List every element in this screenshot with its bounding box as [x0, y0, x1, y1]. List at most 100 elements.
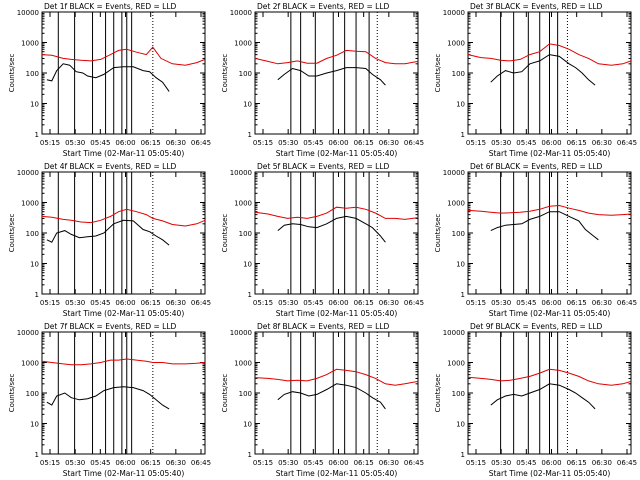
lld-series-line	[467, 204, 632, 216]
plot-frame	[254, 171, 419, 295]
y-tick-label: 10000	[230, 169, 252, 177]
x-tick-label: 05:30	[491, 459, 511, 467]
y-axis-label: Counts/sec	[434, 214, 442, 253]
y-tick-label: 10	[456, 101, 465, 109]
x-tick-label: 06:15	[567, 299, 587, 307]
lld-series-line	[467, 43, 632, 66]
lld-series-line	[41, 46, 206, 66]
y-tick-label: 10000	[443, 329, 465, 337]
panel-title: Det 6f BLACK = Events, RED = LLD	[470, 162, 603, 171]
y-tick-label: 1000	[447, 200, 465, 208]
y-tick-label: 10	[30, 421, 39, 429]
y-tick-label: 1000	[234, 40, 252, 48]
x-tick-label: 05:30	[65, 459, 85, 467]
x-tick-label: 06:15	[141, 139, 161, 147]
panel-8: 1 10 100 1000 10000 05:15 05:30 05:45 06:00 06:15…	[221, 322, 424, 478]
y-tick-label: 100	[452, 390, 465, 398]
lld-series-line	[41, 358, 206, 366]
y-tick-label: 10	[30, 101, 39, 109]
x-tick-label: 05:15	[466, 459, 486, 467]
lld-series-line	[254, 206, 419, 220]
y-tick-label: 1000	[447, 40, 465, 48]
x-tick-label: 05:45	[303, 459, 323, 467]
y-tick-label: 100	[26, 390, 39, 398]
y-tick-label: 100	[452, 230, 465, 238]
panel-5: 1 10 100 1000 10000 05:15 05:30 05:45 06:00 06:15…	[221, 162, 424, 318]
x-tick-label: 06:30	[166, 299, 186, 307]
y-tick-label: 1000	[21, 360, 39, 368]
x-tick-label: 06:15	[141, 459, 161, 467]
x-axis-label: Start Time (02-Mar-11 05:05:40)	[489, 309, 611, 318]
x-tick-label: 05:45	[303, 299, 323, 307]
events-series-line	[46, 219, 170, 246]
y-tick-label: 1000	[234, 360, 252, 368]
y-tick-label: 10000	[230, 9, 252, 17]
panel-title: Det 9f BLACK = Events, RED = LLD	[470, 322, 603, 331]
x-tick-label: 05:45	[90, 139, 110, 147]
plot-frame	[41, 171, 206, 295]
panel-9: 1 10 100 1000 10000 05:15 05:30 05:45 06:00 06:15…	[434, 322, 637, 478]
panel-4: 1 10 100 1000 10000 05:15 05:30 05:45 06:00 06:15…	[8, 162, 211, 318]
panel-title: Det 5f BLACK = Events, RED = LLD	[257, 162, 390, 171]
y-tick-label: 1	[461, 451, 465, 459]
x-tick-label: 05:30	[278, 299, 298, 307]
x-tick-label: 06:15	[567, 139, 587, 147]
events-series-line	[490, 211, 599, 241]
y-tick-label: 1000	[234, 200, 252, 208]
x-tick-label: 06:15	[567, 459, 587, 467]
x-tick-label: 06:30	[592, 139, 612, 147]
x-tick-label: 06:45	[191, 299, 211, 307]
y-tick-label: 10	[456, 261, 465, 269]
x-tick-label: 06:30	[379, 139, 399, 147]
x-tick-label: 06:45	[617, 459, 637, 467]
y-axis-label: Counts/sec	[221, 214, 229, 253]
y-tick-label: 1	[35, 451, 39, 459]
events-series-line	[490, 54, 596, 86]
x-axis-label: Start Time (02-Mar-11 05:05:40)	[276, 149, 398, 158]
y-tick-label: 100	[239, 230, 252, 238]
y-tick-label: 10000	[17, 169, 39, 177]
y-tick-label: 100	[239, 70, 252, 78]
y-axis-label: Counts/sec	[434, 54, 442, 93]
y-tick-label: 10	[456, 421, 465, 429]
lld-series-line	[254, 49, 419, 65]
y-axis-label: Counts/sec	[8, 54, 16, 93]
y-tick-label: 1	[248, 131, 252, 139]
x-tick-label: 06:30	[166, 139, 186, 147]
x-axis-label: Start Time (02-Mar-11 05:05:40)	[63, 469, 185, 478]
x-tick-label: 06:00	[115, 299, 135, 307]
x-tick-label: 05:30	[278, 139, 298, 147]
panel-title: Det 8f BLACK = Events, RED = LLD	[257, 322, 390, 331]
panel-title: Det 2f BLACK = Events, RED = LLD	[257, 2, 390, 11]
x-tick-label: 05:45	[90, 459, 110, 467]
y-axis-label: Counts/sec	[221, 54, 229, 93]
x-tick-label: 06:45	[617, 299, 637, 307]
x-tick-label: 06:15	[354, 139, 374, 147]
events-series-line	[277, 67, 386, 86]
x-tick-label: 05:15	[466, 299, 486, 307]
x-tick-label: 05:15	[253, 139, 273, 147]
x-tick-label: 06:15	[354, 459, 374, 467]
y-axis-label: Counts/sec	[221, 374, 229, 413]
x-tick-label: 06:15	[354, 299, 374, 307]
panel-title: Det 7f BLACK = Events, RED = LLD	[44, 322, 177, 331]
y-tick-label: 100	[26, 230, 39, 238]
y-tick-label: 10	[243, 261, 252, 269]
y-tick-label: 10000	[443, 9, 465, 17]
x-tick-label: 06:00	[328, 299, 348, 307]
y-tick-label: 1	[35, 131, 39, 139]
y-tick-label: 10	[243, 101, 252, 109]
y-tick-label: 10000	[443, 169, 465, 177]
x-tick-label: 05:45	[303, 139, 323, 147]
x-tick-label: 06:00	[541, 459, 561, 467]
x-tick-label: 06:45	[617, 139, 637, 147]
x-axis-label: Start Time (02-Mar-11 05:05:40)	[489, 469, 611, 478]
y-axis-label: Counts/sec	[434, 374, 442, 413]
plot-frame	[41, 11, 206, 135]
y-tick-label: 1	[35, 291, 39, 299]
x-tick-label: 06:30	[166, 459, 186, 467]
x-axis-label: Start Time (02-Mar-11 05:05:40)	[63, 309, 185, 318]
x-axis-label: Start Time (02-Mar-11 05:05:40)	[63, 149, 185, 158]
y-tick-label: 1	[461, 131, 465, 139]
x-tick-label: 06:30	[379, 459, 399, 467]
